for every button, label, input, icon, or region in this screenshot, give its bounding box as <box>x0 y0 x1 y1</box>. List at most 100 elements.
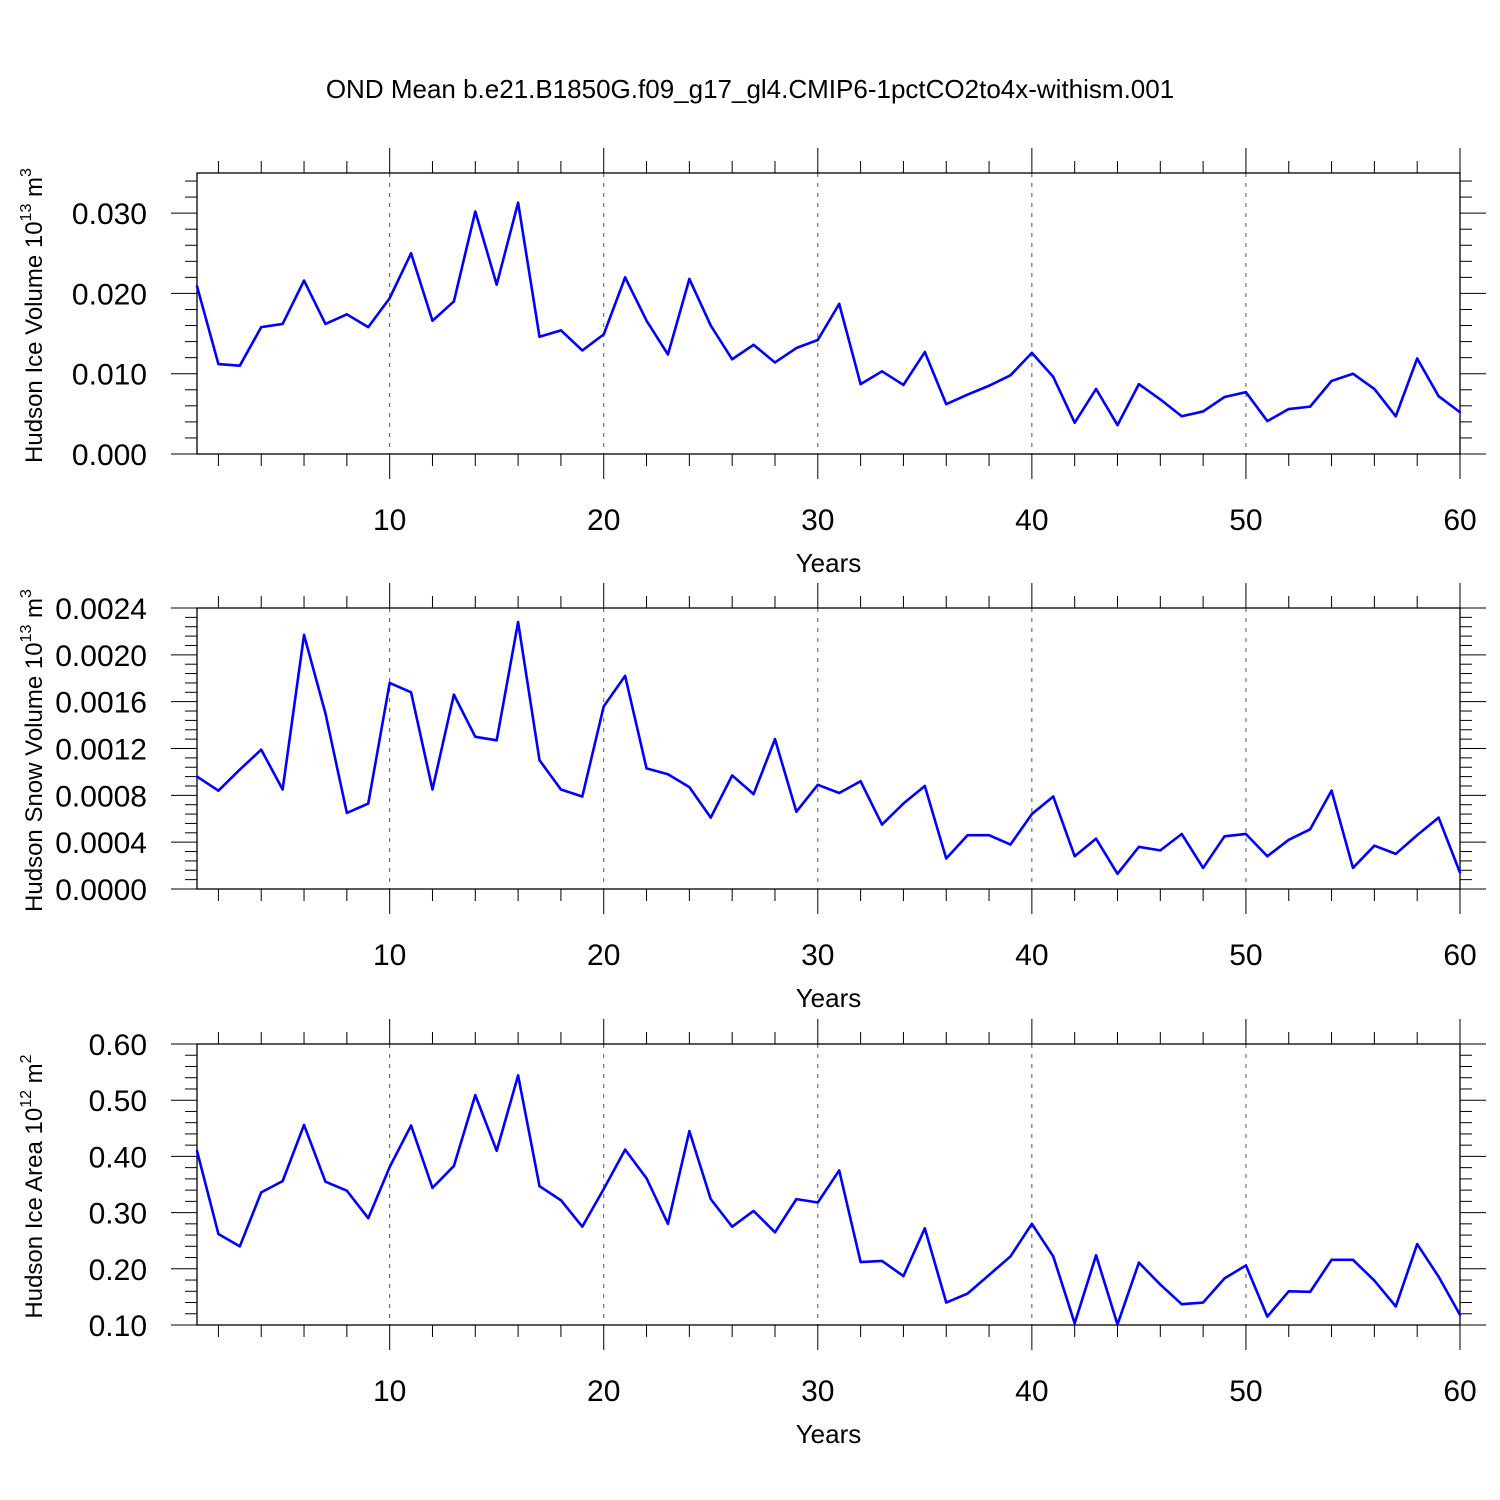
data-point <box>431 788 434 791</box>
data-point <box>1116 423 1119 427</box>
data-point <box>495 1149 498 1152</box>
data-point <box>1223 1277 1226 1280</box>
data-point <box>645 767 648 770</box>
data-point <box>623 1148 627 1151</box>
data-point <box>602 333 605 336</box>
data-point <box>666 1222 670 1226</box>
data-point <box>1330 1258 1333 1262</box>
data-point <box>859 1260 862 1264</box>
data-point <box>281 1179 284 1183</box>
data-point <box>345 811 349 815</box>
data-point <box>1052 375 1055 379</box>
data-point <box>645 1177 648 1180</box>
data-point <box>730 1225 734 1228</box>
data-point <box>838 1169 841 1172</box>
y-axis-title: Hudson Ice Volume 1013 m3 <box>18 168 48 463</box>
data-point <box>1308 828 1312 831</box>
data-point <box>1073 421 1076 424</box>
data-point <box>1394 415 1397 418</box>
x-tick-label: 30 <box>801 939 834 972</box>
data-point <box>1351 1258 1355 1262</box>
data-point <box>1009 1255 1012 1258</box>
data-point <box>452 1164 456 1168</box>
data-point <box>388 1165 391 1169</box>
x-tick-label: 60 <box>1443 1375 1476 1408</box>
data-point <box>623 674 627 678</box>
data-point <box>1415 1242 1419 1246</box>
data-point <box>1159 849 1162 852</box>
data-point <box>1308 405 1312 408</box>
data-point <box>324 322 327 326</box>
data-point <box>1223 835 1226 838</box>
data-point <box>538 759 541 762</box>
y-axis-title: Hudson Snow Volume 1013 m3 <box>18 589 48 912</box>
data-point <box>516 1074 520 1077</box>
data-point <box>1073 855 1076 858</box>
data-point <box>1330 379 1333 383</box>
data-point <box>474 735 477 738</box>
x-tick-label: 60 <box>1443 939 1476 972</box>
data-point <box>559 1199 563 1202</box>
data-point <box>966 1292 969 1295</box>
data-point <box>773 1231 777 1234</box>
data-point <box>795 810 798 813</box>
data-point <box>538 335 541 338</box>
data-point <box>195 285 199 288</box>
y-tick-label: 0.0024 <box>55 593 147 626</box>
y-tick-label: 0.20 <box>89 1254 147 1287</box>
y-tick-label: 0.30 <box>89 1198 147 1231</box>
data-point <box>1201 866 1205 870</box>
data-point <box>195 775 199 778</box>
data-point <box>238 1245 242 1248</box>
data-point <box>1458 411 1462 414</box>
data-point <box>923 350 927 354</box>
data-point <box>688 277 691 281</box>
data-point <box>645 319 648 322</box>
data-point <box>795 346 798 350</box>
data-point <box>238 768 242 771</box>
chart-title: OND Mean b.e21.B1850G.f09_g17_gl4.CMIP6-… <box>325 74 1175 104</box>
data-point <box>859 780 862 783</box>
data-point <box>474 1093 477 1097</box>
x-tick-label: 20 <box>587 1375 620 1408</box>
x-tick-label: 50 <box>1229 1375 1262 1408</box>
x-tick-label: 30 <box>801 1375 834 1408</box>
data-point <box>838 791 841 795</box>
data-point <box>1351 372 1355 375</box>
y-tick-label: 0.0008 <box>55 780 147 813</box>
data-point <box>945 857 948 860</box>
data-point <box>452 300 456 303</box>
data-point <box>1094 1254 1098 1257</box>
x-tick-label: 50 <box>1229 504 1262 537</box>
data-point <box>987 833 991 837</box>
data-point <box>1180 415 1183 418</box>
data-point <box>559 788 563 791</box>
y-tick-label: 0.010 <box>72 359 147 392</box>
data-point <box>1244 390 1248 394</box>
y-axis-title: Hudson Ice Area 1012 m2 <box>18 1054 48 1318</box>
data-point <box>1415 357 1419 360</box>
data-point <box>431 1186 434 1190</box>
data-point <box>260 325 263 329</box>
x-tick-label: 10 <box>373 1375 406 1408</box>
x-tick-label: 10 <box>373 939 406 972</box>
data-point <box>902 1274 905 1278</box>
data-point <box>1373 1279 1376 1282</box>
x-tick-label: 60 <box>1443 504 1476 537</box>
data-point <box>1437 816 1440 819</box>
data-point <box>1266 1315 1269 1318</box>
data-point <box>709 324 712 327</box>
data-point <box>324 1180 327 1183</box>
data-point <box>880 1259 884 1263</box>
data-point <box>1330 789 1333 792</box>
data-point <box>880 823 884 826</box>
panel-3: 0.10 0.20 0.30 0.40 0.50 0.60 10 20 30 40 50 60 Year… <box>18 1019 1486 1449</box>
data-point <box>945 403 948 406</box>
data-point <box>816 1201 819 1204</box>
data-point <box>409 691 413 694</box>
data-point <box>1287 1290 1290 1293</box>
data-point <box>752 792 755 796</box>
data-point <box>238 364 242 367</box>
data-point <box>1094 837 1098 840</box>
